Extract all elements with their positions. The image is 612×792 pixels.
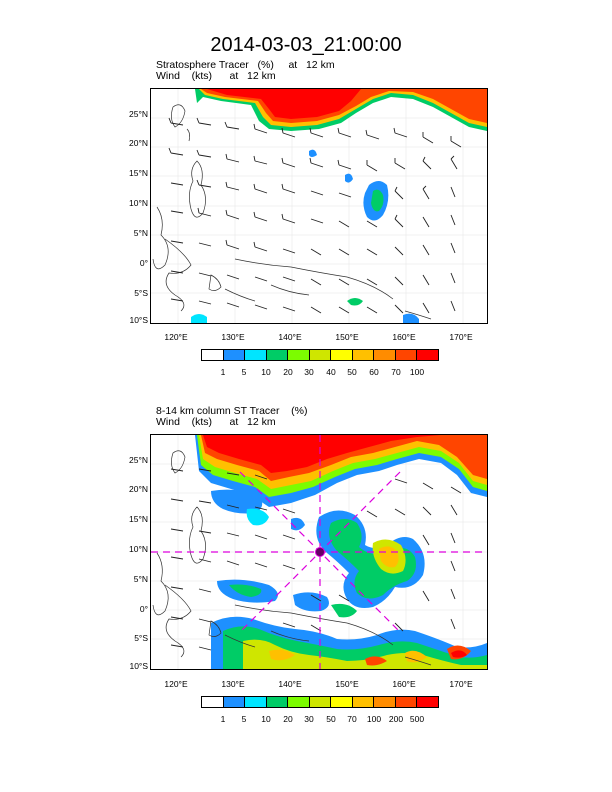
colorbar-label: 200 (388, 714, 404, 724)
panel1-wind-subtitle: Wind (kts) at 12 km (156, 70, 276, 82)
colorbar-swatch (288, 350, 310, 360)
colorbar-swatch (352, 350, 375, 360)
colorbar-label: 100 (366, 714, 382, 724)
panel2-lat-label: 20°N (129, 484, 148, 494)
colorbar-label: 50 (326, 714, 336, 724)
colorbar-label: 5 (241, 367, 247, 377)
colorbar-label: 5 (241, 714, 247, 724)
colorbar-swatch (331, 697, 353, 707)
panel1-lon-label: 160°E (392, 332, 416, 342)
colorbar-label: 70 (347, 714, 357, 724)
panel1-colorbar (201, 349, 439, 361)
colorbar-label: 60 (369, 367, 379, 377)
panel2-lat-label: 0° (139, 604, 148, 614)
panel2-field-subtitle: 8-14 km column ST Tracer (%) (156, 405, 308, 417)
panel2-lon-label: 150°E (335, 679, 359, 689)
panel1-lon-label: 130°E (221, 332, 245, 342)
colorbar-label: 1 (220, 714, 226, 724)
colorbar-label: 10 (261, 714, 271, 724)
panel2-map-canvas (151, 435, 487, 669)
colorbar-label: 30 (304, 714, 314, 724)
colorbar-label: 30 (304, 367, 314, 377)
panel2-lat-label: 10°N (129, 544, 148, 554)
panel1-tracer-shading (191, 89, 487, 323)
colorbar-label: 40 (326, 367, 336, 377)
panel2-lon-label: 120°E (164, 679, 188, 689)
panel1-wind-barbs (168, 117, 462, 314)
colorbar-swatch (309, 350, 332, 360)
panel1-lat-label: 5°N (133, 228, 148, 238)
colorbar-swatch (223, 697, 246, 707)
colorbar-swatch (417, 697, 439, 707)
colorbar-swatch (223, 350, 246, 360)
colorbar-label: 10 (261, 367, 271, 377)
colorbar-swatch (202, 697, 224, 707)
colorbar-label: 500 (409, 714, 425, 724)
colorbar-swatch (266, 350, 289, 360)
map-title: 2014-03-03_21:00:00 (210, 34, 402, 56)
colorbar-label: 20 (283, 714, 293, 724)
panel1-lon-label: 140°E (278, 332, 302, 342)
panel1-lat-label: 25°N (129, 109, 148, 119)
colorbar-swatch (266, 697, 289, 707)
panel2-lon-label: 160°E (392, 679, 416, 689)
panel1-lat-label: 20°N (129, 138, 148, 148)
panel2-lon-label: 170°E (449, 679, 473, 689)
panel1-map-canvas (151, 89, 487, 323)
panel1-coastlines (152, 104, 432, 320)
panel1-lat-label: 5°S (134, 288, 148, 298)
panel1-field-subtitle: Stratosphere Tracer (%) at 12 km (156, 59, 335, 71)
panel1-lat-label: 0° (139, 258, 148, 268)
panel1-lat-label: 15°N (129, 168, 148, 178)
panel1-lat-label: 10°S (129, 315, 148, 325)
panel2-lon-label: 140°E (278, 679, 302, 689)
panel1-map (150, 88, 488, 324)
colorbar-label: 70 (391, 367, 401, 377)
panel1-lon-label: 170°E (449, 332, 473, 342)
panel2-lat-label: 25°N (129, 455, 148, 465)
colorbar-swatch (309, 697, 332, 707)
colorbar-label: 20 (283, 367, 293, 377)
panel1-lon-label: 120°E (164, 332, 188, 342)
colorbar-swatch (245, 350, 267, 360)
colorbar-swatch (245, 697, 267, 707)
colorbar-label: 50 (347, 367, 357, 377)
panel2-lat-label: 5°N (133, 574, 148, 584)
panel2-lat-label: 5°S (134, 633, 148, 643)
colorbar-swatch (374, 350, 396, 360)
colorbar-swatch (374, 697, 396, 707)
colorbar-swatch (288, 697, 310, 707)
panel1-lon-label: 150°E (335, 332, 359, 342)
panel2-lon-label: 130°E (221, 679, 245, 689)
colorbar-label: 1 (220, 367, 226, 377)
panel2-lat-label: 15°N (129, 514, 148, 524)
colorbar-swatch (352, 697, 375, 707)
panel2-map (150, 434, 488, 670)
colorbar-swatch (331, 350, 353, 360)
colorbar-label: 100 (409, 367, 425, 377)
panel2-colorbar (201, 696, 439, 708)
colorbar-swatch (395, 697, 418, 707)
crosshair-center-marker (315, 547, 325, 557)
colorbar-swatch (417, 350, 439, 360)
panel1-lat-label: 10°N (129, 198, 148, 208)
panel2-wind-barbs (170, 468, 462, 651)
panel2-lat-label: 10°S (129, 661, 148, 671)
panel2-tracer-shading (195, 435, 487, 669)
panel2-wind-subtitle: Wind (kts) at 12 km (156, 416, 276, 428)
colorbar-swatch (202, 350, 224, 360)
colorbar-swatch (395, 350, 418, 360)
